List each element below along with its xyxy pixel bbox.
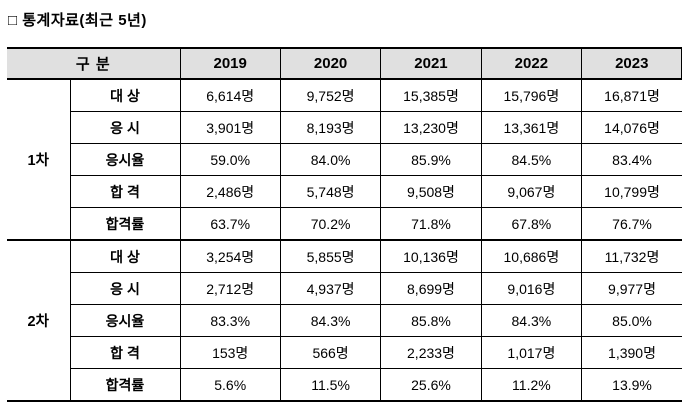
cell-value: 6,614명 (179, 78, 281, 112)
cell-value: 84.3% (279, 304, 382, 337)
table-row: 응 시 2,712명 4,937명 8,699명 9,016명 9,977명 (7, 272, 682, 305)
cell-value: 9,977명 (581, 272, 682, 305)
section-label-round2: 2차 (7, 239, 71, 402)
cell-value: 85.8% (380, 304, 482, 337)
cell-value: 9,016명 (480, 272, 583, 305)
column-header-year-2019: 2019 (179, 47, 281, 80)
table-row: 합격률 63.7% 70.2% 71.8% 67.8% 76.7% (7, 207, 682, 241)
row-label-pass-rate: 합격률 (69, 207, 181, 241)
cell-value: 11.5% (279, 368, 382, 402)
cell-value: 76.7% (581, 207, 682, 241)
column-header-category: 구 분 (7, 47, 181, 80)
cell-value: 11.2% (480, 368, 583, 402)
cell-value: 2,712명 (179, 272, 281, 305)
page-title: □ 통계자료(최근 5년) (8, 12, 147, 29)
cell-value: 10,799명 (581, 175, 682, 208)
table-row: 응 시 3,901명 8,193명 13,230명 13,361명 14,076… (7, 111, 682, 144)
row-label-pass-rate: 합격률 (69, 368, 181, 402)
row-label-applicants: 응 시 (69, 272, 181, 305)
cell-value: 10,136명 (380, 239, 482, 273)
column-header-year-2022: 2022 (480, 47, 583, 80)
cell-value: 4,937명 (279, 272, 382, 305)
cell-value: 15,385명 (380, 78, 482, 112)
cell-value: 5.6% (179, 368, 281, 402)
cell-value: 153명 (179, 336, 281, 369)
statistics-table: 구 분 2019 2020 2021 2022 2023 1차 대 상 6,61… (7, 47, 683, 402)
cell-value: 3,254명 (179, 239, 281, 273)
cell-value: 9,752명 (279, 78, 382, 112)
cell-value: 11,732명 (581, 239, 682, 273)
row-label-application-rate: 응시율 (69, 304, 181, 337)
cell-value: 13,361명 (480, 111, 583, 144)
table-row: 합 격 153명 566명 2,233명 1,017명 1,390명 (7, 336, 682, 369)
cell-value: 85.9% (380, 143, 482, 176)
cell-value: 59.0% (179, 143, 281, 176)
header-row: 구 분 2019 2020 2021 2022 2023 (7, 47, 683, 80)
cell-value: 2,486명 (179, 175, 281, 208)
cell-value: 83.3% (179, 304, 281, 337)
cell-value: 566명 (279, 336, 382, 369)
cell-value: 9,067명 (480, 175, 583, 208)
cell-value: 3,901명 (179, 111, 281, 144)
cell-value: 71.8% (380, 207, 482, 241)
section-label-round1: 1차 (7, 78, 71, 241)
cell-value: 9,508명 (380, 175, 482, 208)
row-label-applicants: 응 시 (69, 111, 181, 144)
cell-value: 84.3% (480, 304, 583, 337)
cell-value: 8,193명 (279, 111, 382, 144)
table-row: 응시율 83.3% 84.3% 85.8% 84.3% 85.0% (7, 304, 682, 337)
cell-value: 5,855명 (279, 239, 382, 273)
cell-value: 85.0% (581, 304, 682, 337)
cell-value: 15,796명 (480, 78, 583, 112)
row-label-target: 대 상 (69, 78, 181, 112)
row-label-target: 대 상 (69, 239, 181, 273)
cell-value: 70.2% (279, 207, 382, 241)
row-label-passed: 합 격 (69, 175, 181, 208)
table-row: 합격률 5.6% 11.5% 25.6% 11.2% 13.9% (7, 368, 682, 402)
column-header-year-2020: 2020 (279, 47, 382, 80)
cell-value: 63.7% (179, 207, 281, 241)
cell-value: 16,871명 (581, 78, 682, 112)
column-header-year-2021: 2021 (380, 47, 482, 80)
table-row: 2차 대 상 3,254명 5,855명 10,136명 10,686명 11,… (7, 239, 682, 402)
cell-value: 25.6% (380, 368, 482, 402)
table-row: 1차 대 상 6,614명 9,752명 15,385명 15,796명 16,… (7, 78, 682, 241)
cell-value: 8,699명 (380, 272, 482, 305)
cell-value: 1,017명 (480, 336, 583, 369)
cell-value: 13,230명 (380, 111, 482, 144)
cell-value: 10,686명 (480, 239, 583, 273)
cell-value: 84.0% (279, 143, 382, 176)
cell-value: 84.5% (480, 143, 583, 176)
cell-value: 2,233명 (380, 336, 482, 369)
cell-value: 14,076명 (581, 111, 682, 144)
cell-value: 83.4% (581, 143, 682, 176)
column-header-year-2023: 2023 (581, 47, 683, 80)
row-label-passed: 합 격 (69, 336, 181, 369)
cell-value: 13.9% (581, 368, 682, 402)
cell-value: 1,390명 (581, 336, 682, 369)
row-label-application-rate: 응시율 (69, 143, 181, 176)
table-row: 응시율 59.0% 84.0% 85.9% 84.5% 83.4% (7, 143, 682, 176)
cell-value: 5,748명 (279, 175, 382, 208)
table-row: 합 격 2,486명 5,748명 9,508명 9,067명 10,799명 (7, 175, 682, 208)
cell-value: 67.8% (480, 207, 583, 241)
